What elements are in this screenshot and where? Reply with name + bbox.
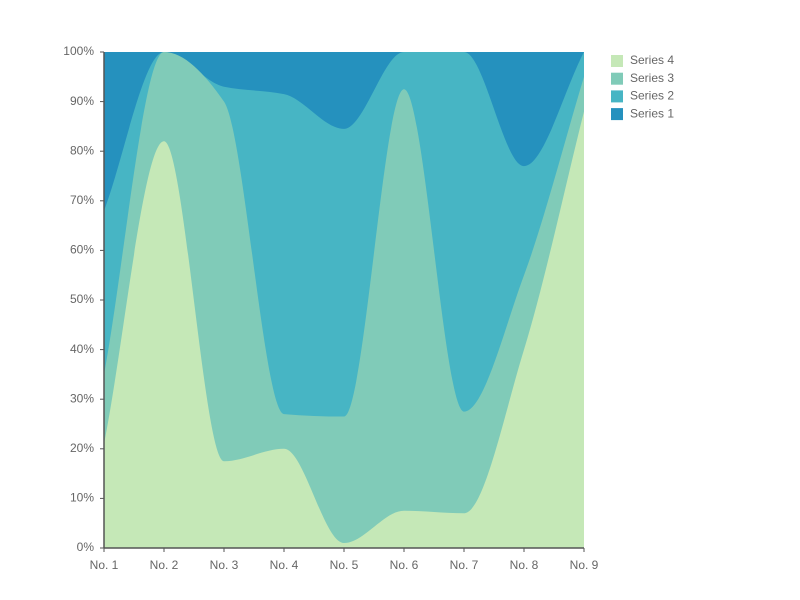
y-tick-label: 90%: [70, 94, 94, 108]
y-tick-label: 30%: [70, 391, 94, 405]
x-tick-label: No. 6: [390, 558, 419, 572]
x-tick-label: No. 7: [450, 558, 479, 572]
y-tick-label: 0%: [77, 540, 95, 554]
y-tick-label: 40%: [70, 342, 94, 356]
legend-label: Series 3: [630, 71, 674, 85]
y-tick-label: 60%: [70, 243, 94, 257]
y-tick-label: 100%: [63, 44, 94, 58]
x-tick-label: No. 5: [330, 558, 359, 572]
legend-label: Series 1: [630, 106, 674, 120]
y-tick-label: 20%: [70, 441, 94, 455]
x-tick-label: No. 9: [570, 558, 599, 572]
legend-swatch: [611, 108, 623, 121]
x-tick-label: No. 2: [150, 558, 179, 572]
legend-label: Series 4: [630, 53, 674, 67]
legend-swatch: [611, 90, 623, 103]
x-tick-label: No. 1: [90, 558, 119, 572]
y-tick-label: 70%: [70, 193, 94, 207]
legend-swatch: [611, 72, 623, 85]
y-tick-label: 50%: [70, 292, 94, 306]
area: [104, 111, 584, 549]
x-tick-label: No. 8: [510, 558, 539, 572]
legend-swatch: [611, 55, 623, 67]
x-tick-label: No. 4: [270, 558, 299, 572]
y-tick-label: 80%: [70, 143, 94, 157]
x-tick-label: No. 3: [210, 558, 239, 572]
legend-label: Series 2: [630, 89, 674, 103]
area: [104, 52, 584, 548]
y-tick-label: 10%: [70, 491, 94, 505]
